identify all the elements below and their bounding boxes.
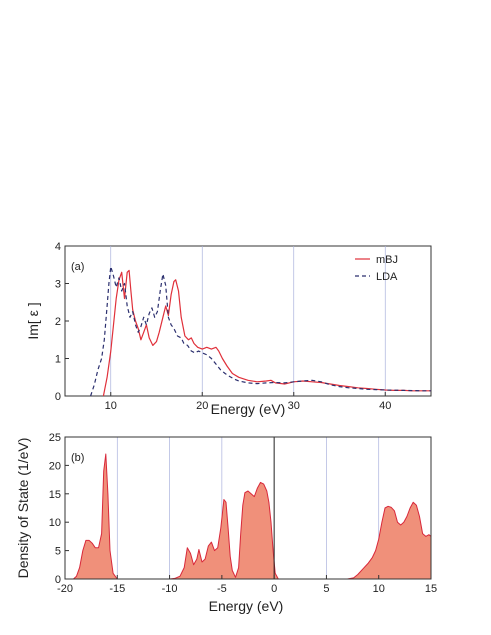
panel-a-xlabel: Energy (eV) bbox=[211, 401, 286, 417]
panel-a-frame bbox=[64, 245, 432, 397]
lda-line bbox=[90, 266, 431, 397]
panel-b-ytick-label: 5 bbox=[55, 546, 61, 558]
panel-b-xtick-label: 5 bbox=[323, 583, 329, 595]
legend-mbj-label: mBJ bbox=[376, 254, 398, 266]
legend-lda-label: LDA bbox=[376, 271, 398, 283]
panel-b-ylabel: Density of State (1/eV) bbox=[15, 438, 31, 579]
panel-b-ytick-label: 25 bbox=[49, 432, 61, 444]
panel-b-ytick-label: 0 bbox=[55, 574, 61, 586]
panel-b-ytick-label: 15 bbox=[49, 489, 61, 501]
panel-b-label: (b) bbox=[71, 452, 84, 464]
panel-a-ytick-label: 2 bbox=[55, 316, 61, 328]
mbj-line bbox=[102, 269, 431, 397]
panel-a-ytick-label: 1 bbox=[55, 354, 61, 366]
legend: mBJ LDA bbox=[355, 254, 398, 283]
panel-a-label: (a) bbox=[71, 261, 84, 273]
panel-a-xtick-label: 40 bbox=[379, 400, 391, 412]
panel-b-xtick-label: -15 bbox=[109, 583, 125, 595]
panel-a-ytick-label: 3 bbox=[55, 279, 61, 291]
panel-a-xtick-label: 30 bbox=[288, 400, 300, 412]
panel-b-xtick-label: 15 bbox=[425, 583, 437, 595]
panel-a-ytick-label: 0 bbox=[55, 391, 61, 403]
panel-a-ylabel: Im[ ε ] bbox=[25, 302, 41, 339]
panel-b-frame bbox=[64, 436, 432, 580]
panel-a-xtick-label: 20 bbox=[196, 400, 208, 412]
panel-a-xtick-label: 10 bbox=[105, 400, 117, 412]
panel-a-ytick-label: 4 bbox=[55, 241, 61, 253]
dos-area bbox=[73, 454, 432, 579]
dos-line bbox=[73, 453, 432, 580]
panel-b-xtick-label: 0 bbox=[271, 583, 277, 595]
panel-b-xtick-label: 10 bbox=[373, 583, 385, 595]
panel-b-ytick-label: 10 bbox=[49, 517, 61, 529]
panel-b-xlabel: Energy (eV) bbox=[209, 598, 284, 614]
panel-b: -20 -15 -10 -5 0 5 10 15 0 5 10 15 20 25 (b) Energy (… bbox=[15, 432, 437, 614]
panel-b-xtick-label: -20 bbox=[57, 583, 73, 595]
panel-b-ytick-label: 20 bbox=[49, 460, 61, 472]
panel-a: 10 20 30 40 0 1 2 3 4 (a) mBJ LDA Energy (eV) Im… bbox=[25, 241, 432, 417]
panel-b-xtick-label: -10 bbox=[162, 583, 178, 595]
panel-b-xtick-label: -5 bbox=[217, 583, 227, 595]
